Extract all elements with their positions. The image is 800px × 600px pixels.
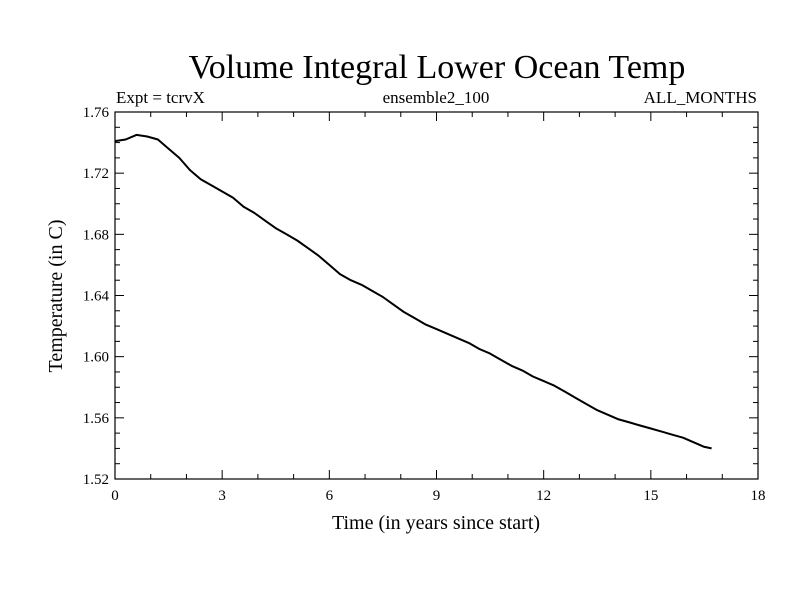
x-tick-label: 3 — [218, 488, 226, 504]
y-tick-label: 1.52 — [83, 472, 109, 488]
subtitle-center: ensemble2_100 — [383, 88, 490, 107]
y-tick-label: 1.60 — [83, 350, 109, 366]
x-tick-label: 0 — [111, 488, 119, 504]
y-tick-label: 1.68 — [83, 227, 109, 243]
x-tick-label: 9 — [433, 488, 441, 504]
y-tick-label: 1.76 — [83, 105, 110, 121]
x-tick-label: 12 — [536, 488, 551, 504]
subtitle-right: ALL_MONTHS — [644, 88, 757, 107]
y-tick-label: 1.56 — [83, 411, 110, 427]
x-axis-label: Time (in years since start) — [332, 512, 540, 534]
series-line — [114, 133, 712, 450]
axis-ticks — [114, 111, 759, 480]
subtitle-left: Expt = tcrvX — [116, 88, 205, 107]
x-tick-label: 18 — [751, 488, 766, 504]
y-tick-label: 1.64 — [83, 289, 110, 305]
x-tick-label: 15 — [643, 488, 658, 504]
tick-labels: 0 3 6 9 12 15 18 1.52 1.56 1.60 1.64 1.68 1.72 1.76 — [83, 105, 766, 504]
chart-title: Volume Integral Lower Ocean Temp — [189, 49, 686, 86]
y-tick-label: 1.72 — [83, 166, 109, 182]
plot-frame — [114, 111, 759, 480]
y-axis-label: Temperature (in C) — [45, 220, 67, 373]
x-tick-label: 6 — [326, 488, 334, 504]
